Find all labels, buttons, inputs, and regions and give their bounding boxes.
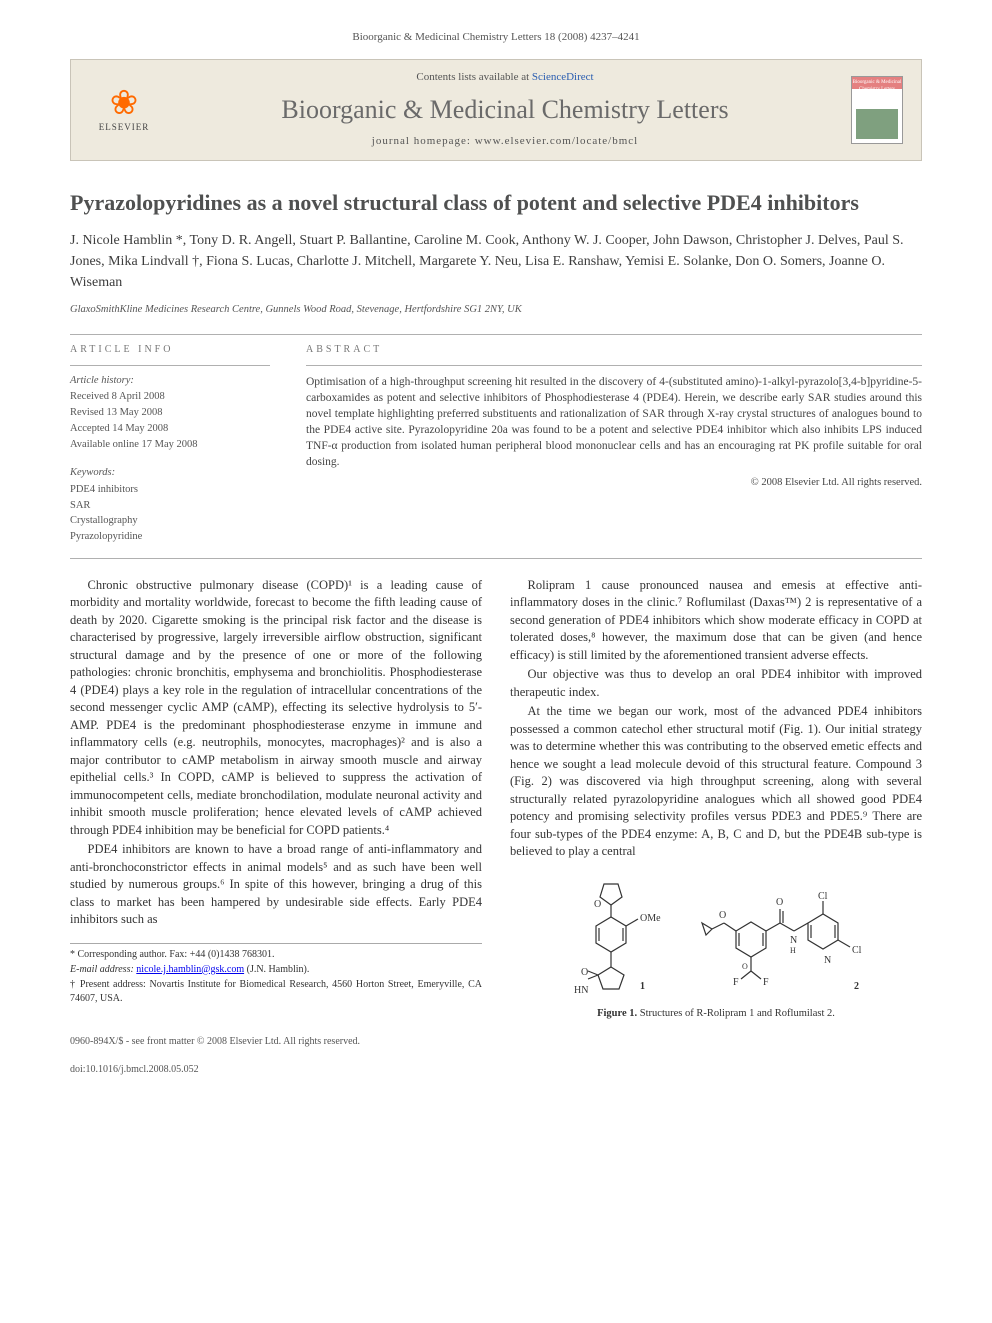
fig2-label-o2: O	[776, 897, 783, 908]
fig2-label-n: N	[790, 935, 797, 946]
keyword: Pyrazolopyridine	[70, 530, 270, 545]
cover-thumbnail: Bioorganic & Medicinal Chemistry Letters	[851, 76, 903, 144]
history-label: Article history:	[70, 374, 270, 389]
body-columns: Chronic obstructive pulmonary disease (C…	[70, 577, 922, 1022]
fig1-label-1: 1	[640, 981, 645, 992]
history-item: Accepted 14 May 2008	[70, 422, 270, 437]
contents-line: Contents lists available at ScienceDirec…	[159, 70, 851, 85]
fig2-label-o3: O	[742, 962, 748, 971]
journal-banner: ❀ ELSEVIER Contents lists available at S…	[70, 59, 922, 160]
fig2-label-n2: N	[824, 955, 831, 966]
fig1-label-o: O	[594, 899, 601, 910]
article-title: Pyrazolopyridines as a novel structural …	[70, 189, 922, 217]
history-item: Revised 13 May 2008	[70, 406, 270, 421]
figure-1: OMe O HN O 1	[510, 871, 922, 1022]
contents-pre: Contents lists available at	[416, 71, 531, 83]
journal-title: Bioorganic & Medicinal Chemistry Letters	[159, 92, 851, 128]
keyword: Crystallography	[70, 514, 270, 529]
fig2-label-o: O	[719, 910, 726, 921]
article-info-label: ARTICLE INFO	[70, 343, 270, 357]
fig2-label-f2: F	[763, 977, 769, 988]
footnote-email-post: (J.N. Hamblin).	[244, 964, 309, 975]
divider	[70, 558, 922, 559]
abstract-label: ABSTRACT	[306, 343, 922, 357]
keyword: SAR	[70, 499, 270, 514]
front-matter-line: 0960-894X/$ - see front matter © 2008 El…	[70, 1035, 922, 1049]
footnote-email-pre: E-mail address:	[70, 964, 136, 975]
divider	[70, 334, 922, 335]
publisher-logo: ❀ ELSEVIER	[89, 87, 159, 134]
footnote: E-mail address: nicole.j.hamblin@gsk.com…	[70, 963, 482, 977]
cover-thumb-label: Bioorganic & Medicinal Chemistry Letters	[852, 77, 902, 93]
history-item: Received 8 April 2008	[70, 390, 270, 405]
fig1-label-hn: HN	[574, 985, 588, 996]
divider	[70, 365, 270, 366]
body-paragraph: Our objective was thus to develop an ora…	[510, 666, 922, 701]
fig1-label-o2: O	[581, 967, 588, 978]
fig2-label-f1: F	[733, 977, 739, 988]
body-paragraph: PDE4 inhibitors are known to have a broa…	[70, 841, 482, 929]
abstract-text: Optimisation of a high-throughput screen…	[306, 374, 922, 471]
divider	[306, 365, 922, 366]
body-paragraph: Rolipram 1 cause pronounced nausea and e…	[510, 577, 922, 665]
sciencedirect-link[interactable]: ScienceDirect	[532, 71, 594, 83]
affiliation: GlaxoSmithKline Medicines Research Centr…	[70, 303, 922, 318]
figure-1-svg: OMe O HN O 1	[536, 871, 896, 1001]
fig1-label-ome: OMe	[640, 913, 661, 924]
publisher-name: ELSEVIER	[89, 121, 159, 134]
abstract-copyright: © 2008 Elsevier Ltd. All rights reserved…	[306, 476, 922, 491]
running-head: Bioorganic & Medicinal Chemistry Letters…	[70, 30, 922, 45]
article-info-left: ARTICLE INFO Article history: Received 8…	[70, 343, 270, 546]
cover-thumb-image	[856, 109, 898, 139]
article-info-row: ARTICLE INFO Article history: Received 8…	[70, 343, 922, 546]
footnotes: * Corresponding author. Fax: +44 (0)1438…	[70, 943, 482, 1006]
footnote: * Corresponding author. Fax: +44 (0)1438…	[70, 948, 482, 962]
elsevier-tree-icon: ❀	[89, 87, 159, 121]
journal-homepage: journal homepage: www.elsevier.com/locat…	[159, 134, 851, 149]
abstract-block: ABSTRACT Optimisation of a high-throughp…	[306, 343, 922, 546]
doi-line: doi:10.1016/j.bmcl.2008.05.052	[70, 1063, 922, 1077]
fig2-label-cl1: Cl	[818, 891, 828, 902]
figure-1-caption: Figure 1. Structures of R-Rolipram 1 and…	[510, 1007, 922, 1022]
history-item: Available online 17 May 2008	[70, 438, 270, 453]
footnote: † Present address: Novartis Institute fo…	[70, 978, 482, 1006]
keywords-label: Keywords:	[70, 466, 270, 481]
keyword: PDE4 inhibitors	[70, 483, 270, 498]
fig2-label-h: H	[790, 946, 796, 955]
body-paragraph: At the time we began our work, most of t…	[510, 703, 922, 861]
fig2-label-cl2: Cl	[852, 945, 862, 956]
fig2-label-2: 2	[854, 981, 859, 992]
body-paragraph: Chronic obstructive pulmonary disease (C…	[70, 577, 482, 840]
footnote-email-link[interactable]: nicole.j.hamblin@gsk.com	[136, 964, 244, 975]
figure-1-caption-text: Structures of R-Rolipram 1 and Roflumila…	[640, 1008, 835, 1019]
authors-list: J. Nicole Hamblin *, Tony D. R. Angell, …	[70, 230, 922, 293]
